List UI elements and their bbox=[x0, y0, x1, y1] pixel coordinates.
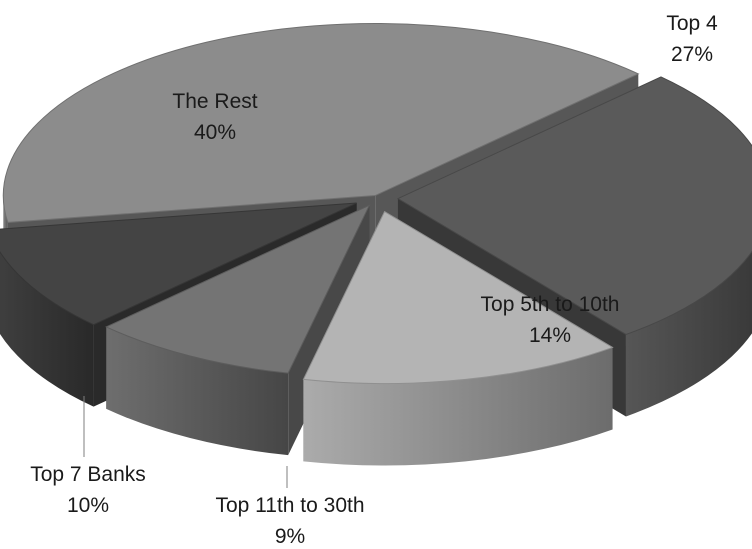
slice-label-top-4: Top 4 bbox=[666, 12, 718, 35]
slice-the-rest bbox=[2, 23, 640, 223]
slice-side-top-4 bbox=[625, 251, 752, 417]
slice-side-top-5th-to-10th bbox=[303, 347, 613, 466]
slice-top-5th-to-10th bbox=[302, 210, 614, 385]
slice-side-top-7-banks bbox=[0, 251, 94, 407]
slice-label-top-11th-to-30th: Top 11th to 30th bbox=[215, 494, 364, 517]
slice-label-top-5th-to-10th: Top 5th to 10th bbox=[481, 293, 620, 316]
slice-labels: The Rest 40% Top 4 27% Top 5th to 10th 14% Top… bbox=[30, 12, 718, 548]
slice-tops bbox=[0, 23, 752, 385]
slice-value-top-4: 27% bbox=[671, 43, 713, 66]
slice-top-4 bbox=[396, 76, 752, 336]
slice-value-the-rest: 40% bbox=[194, 121, 236, 144]
slice-value-top-7-banks: 10% bbox=[67, 494, 109, 517]
slice-top-11th-to-30th bbox=[105, 204, 371, 374]
slice-value-top-11th-to-30th: 9% bbox=[275, 525, 305, 548]
leader-lines bbox=[83, 396, 288, 488]
slice-label-the-rest: The Rest bbox=[172, 90, 257, 113]
slice-top-7-banks bbox=[0, 202, 357, 326]
slice-value-top-5th-to-10th: 14% bbox=[529, 324, 571, 347]
slice-side-top-11th-to-30th bbox=[106, 326, 289, 456]
slice-label-top-7-banks: Top 7 Banks bbox=[30, 463, 146, 486]
